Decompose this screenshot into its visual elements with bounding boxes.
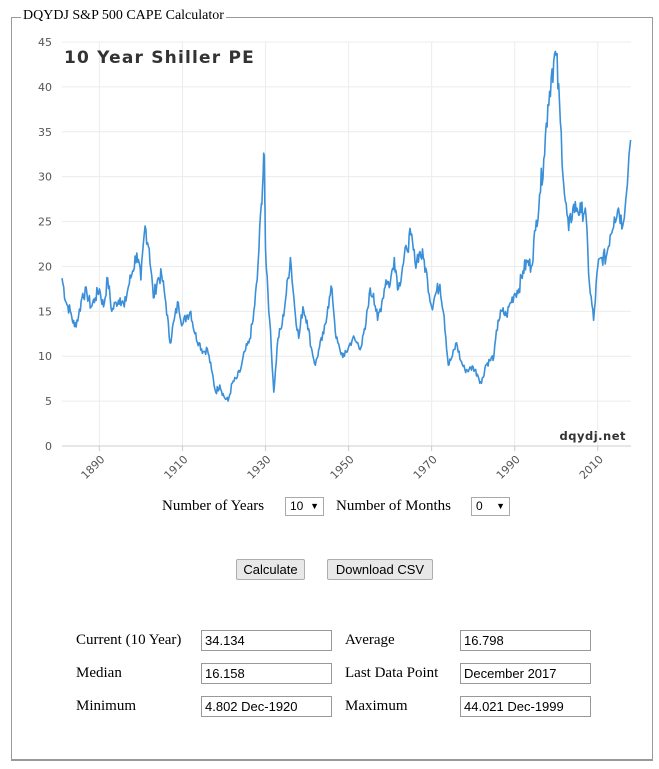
y-tick-label: 15 (38, 305, 52, 318)
x-tick-label: 1950 (328, 453, 357, 482)
months-select[interactable]: 0 ▼ (471, 497, 510, 516)
calculator-fieldset (11, 17, 653, 761)
chart-watermark: dqydj.net (560, 429, 627, 443)
last-data-point-field[interactable]: December 2017 (460, 663, 591, 684)
y-tick-label: 10 (38, 350, 52, 363)
minimum-label: Minimum (76, 698, 137, 714)
x-tick-label: 1930 (245, 453, 274, 482)
median-label: Median (76, 665, 122, 681)
last-data-point-label: Last Data Point (345, 665, 439, 681)
chevron-down-icon: ▼ (310, 501, 319, 511)
x-tick-label: 1910 (162, 453, 191, 482)
x-tick-label: 2010 (577, 453, 606, 482)
y-tick-label: 0 (45, 440, 52, 453)
y-tick-label: 30 (38, 171, 52, 184)
maximum-label: Maximum (345, 698, 408, 714)
y-axis-ticks: 0 5 10 15 20 25 30 35 40 45 (38, 36, 52, 453)
months-label: Number of Months (336, 498, 451, 514)
calculate-button[interactable]: Calculate (236, 559, 305, 580)
maximum-field[interactable]: 44.021 Dec-1999 (460, 696, 591, 717)
years-select-value: 10 (290, 499, 304, 513)
chart-grid (62, 41, 631, 446)
y-tick-label: 35 (38, 126, 52, 139)
years-select[interactable]: 10 ▼ (285, 497, 324, 516)
calculator-legend: DQYDJ S&P 500 CAPE Calculator (21, 8, 226, 24)
months-select-value: 0 (476, 499, 483, 513)
download-csv-button[interactable]: Download CSV (327, 559, 433, 580)
median-field[interactable]: 16.158 (201, 663, 332, 684)
average-label: Average (345, 632, 395, 648)
average-field[interactable]: 16.798 (460, 630, 591, 651)
chevron-down-icon: ▼ (496, 501, 505, 511)
x-axis-ticks: 1890 1910 1930 1950 1970 1990 2010 (79, 446, 606, 482)
minimum-field[interactable]: 4.802 Dec-1920 (201, 696, 332, 717)
current-label: Current (10 Year) (76, 632, 182, 648)
y-tick-label: 5 (45, 395, 52, 408)
current-field[interactable]: 34.134 (201, 630, 332, 651)
y-tick-label: 40 (38, 81, 52, 94)
chart-title: 10 Year Shiller PE (64, 48, 255, 68)
x-tick-label: 1970 (411, 453, 440, 482)
y-tick-label: 45 (38, 36, 52, 49)
x-tick-label: 1990 (494, 453, 523, 482)
y-tick-label: 25 (38, 216, 52, 229)
x-tick-label: 1890 (79, 453, 108, 482)
years-label: Number of Years (162, 498, 265, 514)
y-tick-label: 20 (38, 260, 52, 273)
cape-series-line (61, 50, 632, 402)
